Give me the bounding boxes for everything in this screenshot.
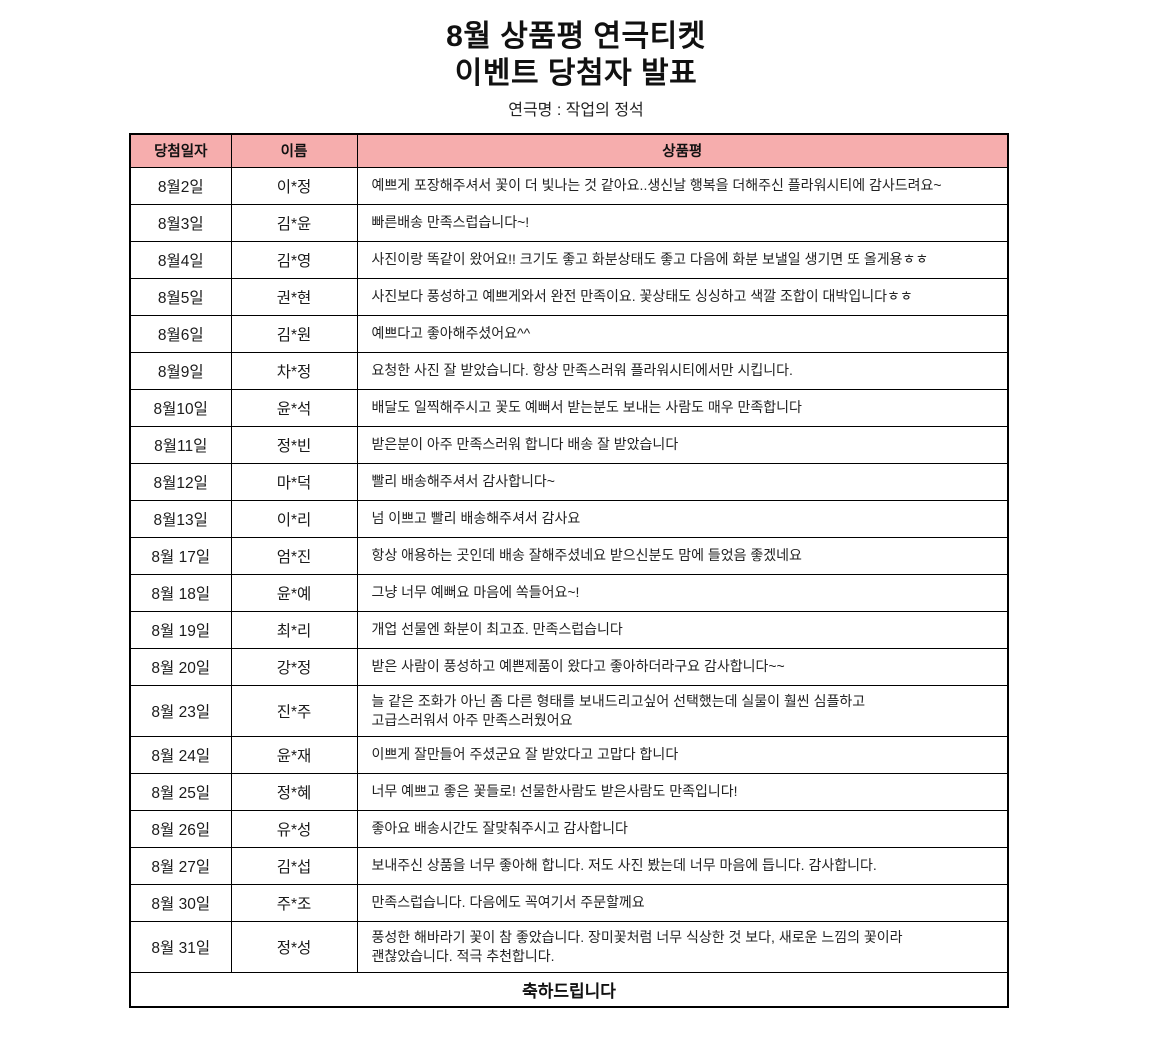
play-name-subtitle: 연극명 : 작업의 정석 (508, 102, 644, 119)
win-date-cell: 8월5일 (129, 277, 232, 316)
congrats-message: 축하드립니다 (129, 971, 1009, 1007)
review-text-cell: 너무 예쁘고 좋은 꽃들로! 선물한사람도 받은사람도 만족입니다! (356, 772, 1009, 811)
table-row: 8월 27일 김*섭 보내주신 상품을 너무 좋아해 합니다. 저도 사진 봤는데 … (129, 846, 1009, 885)
table-row: 8월 30일 주*조 만족스럽습니다. 다음에도 꼭여기서 주문할께요 (129, 883, 1009, 922)
table-header-row: 당첨일자 이름 상품평 (129, 133, 1009, 168)
table-footer-row: 축하드립니다 (129, 971, 1009, 1007)
win-date-cell: 8월3일 (129, 203, 232, 242)
winner-name-cell: 최*리 (230, 610, 358, 649)
table-row: 8월10일 윤*석 배달도 일찍해주시고 꽃도 예뻐서 받는분도 보내는 사람도 매… (129, 388, 1009, 427)
winner-name-cell: 김*영 (230, 240, 358, 279)
win-date-cell: 8월 17일 (129, 536, 232, 575)
win-date-cell: 8월6일 (129, 314, 232, 353)
table-row: 8월 26일 유*성 좋아요 배송시간도 잘맞춰주시고 감사합니다 (129, 809, 1009, 848)
review-text-cell: 배달도 일찍해주시고 꽃도 예뻐서 받는분도 보내는 사람도 매우 만족합니다 (356, 388, 1009, 427)
table-row: 8월2일 이*정 예쁘게 포장해주셔서 꽃이 더 빛나는 것 같아요..생신날 행복… (129, 166, 1009, 205)
table-row: 8월12일 마*덕 빨리 배송해주셔서 감사합니다~ (129, 462, 1009, 501)
review-text-cell: 예쁘다고 좋아해주셨어요^^ (356, 314, 1009, 353)
header-name: 이름 (230, 133, 358, 168)
header-win-date: 당첨일자 (129, 133, 232, 168)
win-date-cell: 8월10일 (129, 388, 232, 427)
review-text-cell: 요청한 사진 잘 받았습니다. 항상 만족스러워 플라워시티에서만 시킵니다. (356, 351, 1009, 390)
table-row: 8월 25일 정*혜 너무 예쁘고 좋은 꽃들로! 선물한사람도 받은사람도 만족입… (129, 772, 1009, 811)
win-date-cell: 8월2일 (129, 166, 232, 205)
win-date-cell: 8월 19일 (129, 610, 232, 649)
review-text-cell: 개업 선물엔 화분이 최고죠. 만족스럽습니다 (356, 610, 1009, 649)
winner-name-cell: 윤*재 (230, 735, 358, 774)
winner-name-cell: 마*덕 (230, 462, 358, 501)
table-row: 8월 18일 윤*예 그냥 너무 예뻐요 마음에 쏙들어요~! (129, 573, 1009, 612)
table-row: 8월4일 김*영 사진이랑 똑같이 왔어요!! 크기도 좋고 화분상태도 좋고 다음… (129, 240, 1009, 279)
win-date-cell: 8월 20일 (129, 647, 232, 686)
review-text-cell: 그냥 너무 예뻐요 마음에 쏙들어요~! (356, 573, 1009, 612)
winner-name-cell: 권*현 (230, 277, 358, 316)
table-row: 8월13일 이*리 넘 이쁘고 빨리 배송해주셔서 감사요 (129, 499, 1009, 538)
review-text-cell: 늘 같은 조화가 아닌 좀 다른 형태를 보내드리고싶어 선택했는데 실물이 훨… (356, 684, 1009, 737)
winner-name-cell: 정*빈 (230, 425, 358, 464)
win-date-cell: 8월4일 (129, 240, 232, 279)
table-row: 8월 24일 윤*재 이쁘게 잘만들어 주셨군요 잘 받았다고 고맙다 합니다 (129, 735, 1009, 774)
review-table-body: 8월2일 이*정 예쁘게 포장해주셔서 꽃이 더 빛나는 것 같아요..생신날 행복… (129, 166, 1009, 973)
table-row: 8월9일 차*정 요청한 사진 잘 받았습니다. 항상 만족스러워 플라워시티에서만… (129, 351, 1009, 390)
winner-name-cell: 이*정 (230, 166, 358, 205)
win-date-cell: 8월 27일 (129, 846, 232, 885)
winner-name-cell: 엄*진 (230, 536, 358, 575)
table-row: 8월 31일 정*성 풍성한 해바라기 꽃이 참 좋았습니다. 장미꽃처럼 너무 식… (129, 920, 1009, 973)
win-date-cell: 8월13일 (129, 499, 232, 538)
win-date-cell: 8월11일 (129, 425, 232, 464)
table-row: 8월5일 권*현 사진보다 풍성하고 예쁘게와서 완전 만족이요. 꽃상태도 싱싱하… (129, 277, 1009, 316)
winner-name-cell: 강*정 (230, 647, 358, 686)
review-text-cell: 빨리 배송해주셔서 감사합니다~ (356, 462, 1009, 501)
winner-name-cell: 차*정 (230, 351, 358, 390)
winner-name-cell: 주*조 (230, 883, 358, 922)
review-text-cell: 빠른배송 만족스럽습니다~! (356, 203, 1009, 242)
page-title-line1: 8월 상품평 연극티켓 (446, 20, 706, 53)
winner-name-cell: 유*성 (230, 809, 358, 848)
review-text-cell: 만족스럽습니다. 다음에도 꼭여기서 주문할께요 (356, 883, 1009, 922)
review-text-cell: 사진이랑 똑같이 왔어요!! 크기도 좋고 화분상태도 좋고 다음에 화분 보낼… (356, 240, 1009, 279)
review-text-cell: 사진보다 풍성하고 예쁘게와서 완전 만족이요. 꽃상태도 싱싱하고 색깔 조합… (356, 277, 1009, 316)
table-row: 8월 19일 최*리 개업 선물엔 화분이 최고죠. 만족스럽습니다 (129, 610, 1009, 649)
winner-name-cell: 윤*예 (230, 573, 358, 612)
win-date-cell: 8월 25일 (129, 772, 232, 811)
win-date-cell: 8월 18일 (129, 573, 232, 612)
review-text-cell: 받은분이 아주 만족스러워 합니다 배송 잘 받았습니다 (356, 425, 1009, 464)
table-row: 8월 17일 엄*진 항상 애용하는 곳인데 배송 잘해주셨네요 받으신분도 맘에 … (129, 536, 1009, 575)
title-block: 8월 상품평 연극티켓 이벤트 당첨자 발표 연극명 : 작업의 정석 (0, 0, 1152, 120)
table-row: 8월6일 김*원 예쁘다고 좋아해주셨어요^^ (129, 314, 1009, 353)
winner-name-cell: 김*윤 (230, 203, 358, 242)
win-date-cell: 8월 23일 (129, 684, 232, 737)
review-text-cell: 받은 사람이 풍성하고 예쁜제품이 왔다고 좋아하더라구요 감사합니다~~ (356, 647, 1009, 686)
header-review: 상품평 (356, 133, 1009, 168)
winner-name-cell: 김*원 (230, 314, 358, 353)
win-date-cell: 8월 30일 (129, 883, 232, 922)
winner-name-cell: 윤*석 (230, 388, 358, 427)
page-title-line2: 이벤트 당첨자 발표 (454, 57, 698, 90)
review-text-cell: 풍성한 해바라기 꽃이 참 좋았습니다. 장미꽃처럼 너무 식상한 것 보다, … (356, 920, 1009, 973)
winner-name-cell: 이*리 (230, 499, 358, 538)
winner-name-cell: 정*성 (230, 920, 358, 973)
review-text-cell: 예쁘게 포장해주셔서 꽃이 더 빛나는 것 같아요..생신날 행복을 더해주신 … (356, 166, 1009, 205)
table-row: 8월11일 정*빈 받은분이 아주 만족스러워 합니다 배송 잘 받았습니다 (129, 425, 1009, 464)
win-date-cell: 8월9일 (129, 351, 232, 390)
winner-name-cell: 정*혜 (230, 772, 358, 811)
review-text-cell: 이쁘게 잘만들어 주셨군요 잘 받았다고 고맙다 합니다 (356, 735, 1009, 774)
win-date-cell: 8월 31일 (129, 920, 232, 973)
review-text-cell: 넘 이쁘고 빨리 배송해주셔서 감사요 (356, 499, 1009, 538)
win-date-cell: 8월 26일 (129, 809, 232, 848)
review-text-cell: 보내주신 상품을 너무 좋아해 합니다. 저도 사진 봤는데 너무 마음에 듭니… (356, 846, 1009, 885)
winner-name-cell: 진*주 (230, 684, 358, 737)
win-date-cell: 8월 24일 (129, 735, 232, 774)
table-row: 8월3일 김*윤 빠른배송 만족스럽습니다~! (129, 203, 1009, 242)
review-text-cell: 항상 애용하는 곳인데 배송 잘해주셨네요 받으신분도 맘에 들었음 좋겠네요 (356, 536, 1009, 575)
winner-name-cell: 김*섭 (230, 846, 358, 885)
table-row: 8월 20일 강*정 받은 사람이 풍성하고 예쁜제품이 왔다고 좋아하더라구요 감… (129, 647, 1009, 686)
review-text-cell: 좋아요 배송시간도 잘맞춰주시고 감사합니다 (356, 809, 1009, 848)
table-row: 8월 23일 진*주 늘 같은 조화가 아닌 좀 다른 형태를 보내드리고싶어 선택… (129, 684, 1009, 737)
winners-table: 당첨일자 이름 상품평 8월2일 이*정 예쁘게 포장해주셔서 꽃이 더 빛나는 것… (129, 133, 1009, 1008)
win-date-cell: 8월12일 (129, 462, 232, 501)
